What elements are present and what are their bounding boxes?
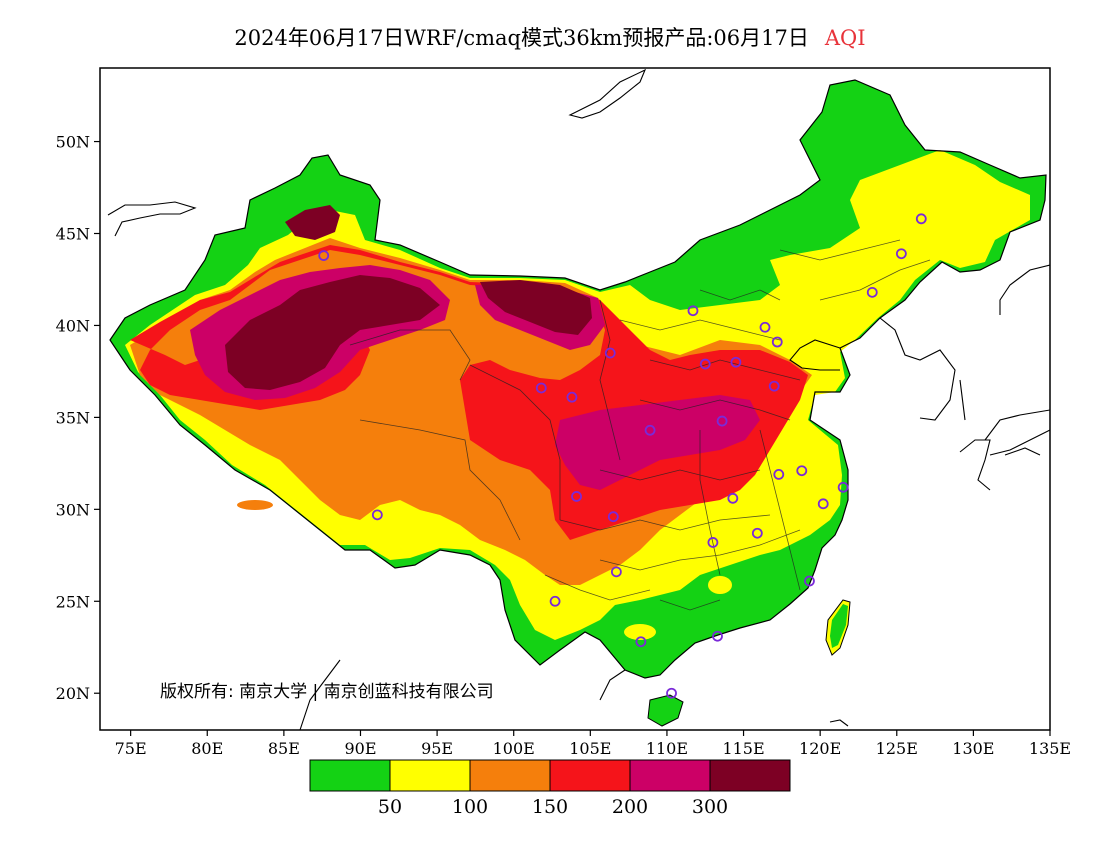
station-marker (687, 305, 699, 317)
x-tick-label: 115E (722, 739, 764, 758)
aqi-patch (237, 500, 273, 510)
legend-swatch (309, 759, 391, 792)
legend-label: 300 (692, 796, 728, 818)
legend-label: 100 (452, 796, 488, 818)
x-tick-label: 85E (268, 739, 300, 758)
station-marker (727, 492, 739, 504)
station-marker (318, 250, 330, 261)
x-tick-label: 105E (569, 739, 611, 758)
map-title: 2024年06月17日WRF/cmaq模式36km预报产品:06月17日 AQI (0, 22, 1100, 52)
station-marker (644, 424, 656, 436)
legend-swatch (629, 759, 711, 792)
station-marker (566, 391, 578, 403)
y-tick-label: 30N (56, 500, 90, 519)
station-marker (915, 213, 927, 225)
y-axis: 20N 25N 30N 35N 40N 45N 50N (56, 133, 100, 703)
x-tick-label: 90E (344, 739, 376, 758)
station-marker (837, 481, 849, 493)
station-marker (549, 595, 561, 607)
station-marker (604, 347, 616, 359)
y-tick-label: 45N (56, 225, 90, 244)
coastlines (107, 68, 1050, 730)
x-tick-label: 125E (876, 739, 918, 758)
map-area (107, 68, 1050, 730)
x-tick-label: 100E (493, 739, 535, 758)
station-marker (607, 511, 619, 523)
x-tick-label: 75E (115, 739, 147, 758)
legend-swatch (389, 759, 471, 792)
aqi-legend: 50 100 150 200 300 (309, 759, 791, 818)
station-marker (699, 358, 711, 370)
hainan (647, 694, 684, 727)
station-marker (716, 415, 728, 427)
aqi-patch (624, 624, 656, 640)
legend-label: 50 (378, 796, 402, 818)
aqi-region-darkred (225, 205, 592, 390)
station-marker (773, 468, 785, 480)
station-marker (768, 380, 780, 392)
station-marker (771, 336, 783, 348)
station-marker (610, 566, 622, 578)
legend-swatch (469, 759, 551, 792)
china-border (109, 79, 1047, 679)
station-marker (712, 630, 723, 642)
y-tick-label: 25N (56, 592, 90, 611)
aqi-patch (708, 576, 732, 594)
station-marker (796, 465, 808, 477)
station-marker (804, 575, 815, 587)
x-tick-label: 80E (191, 739, 223, 758)
title-text: 2024年06月17日WRF/cmaq模式36km预报产品:06月17日 (234, 26, 809, 50)
y-tick-label: 40N (56, 316, 90, 335)
station-marker (571, 491, 582, 502)
legend-label: 150 (532, 796, 568, 818)
x-tick-label: 120E (799, 739, 841, 758)
station-marker (759, 321, 771, 333)
product-label: AQI (824, 26, 866, 50)
y-tick-label: 20N (56, 684, 90, 703)
province-borders (349, 239, 931, 611)
station-marker (666, 687, 677, 699)
y-tick-label: 50N (56, 133, 90, 152)
station-marker (371, 509, 383, 521)
copyright-text: 版权所有: 南京大学 | 南京创蓝科技有限公司 (160, 682, 494, 702)
station-markers (318, 213, 927, 699)
legend-swatch (549, 759, 631, 792)
legend-label: 200 (612, 796, 648, 818)
station-marker (635, 636, 647, 648)
plot-frame (99, 67, 1051, 731)
station-marker (535, 382, 547, 394)
y-tick-label: 35N (56, 408, 90, 427)
x-tick-label: 130E (952, 739, 994, 758)
x-tick-label: 95E (421, 739, 453, 758)
station-marker (707, 537, 719, 548)
station-marker (730, 356, 742, 368)
x-tick-label: 135E (1029, 739, 1071, 758)
station-marker (817, 498, 829, 510)
station-marker (895, 248, 907, 260)
station-marker (751, 527, 763, 539)
x-tick-label: 110E (646, 739, 688, 758)
legend-swatch (709, 759, 791, 792)
x-axis: 75E 80E 85E 90E 95E 100E 105E 110E 115E 120E 125E 1… (115, 730, 1071, 758)
station-marker (866, 286, 878, 298)
